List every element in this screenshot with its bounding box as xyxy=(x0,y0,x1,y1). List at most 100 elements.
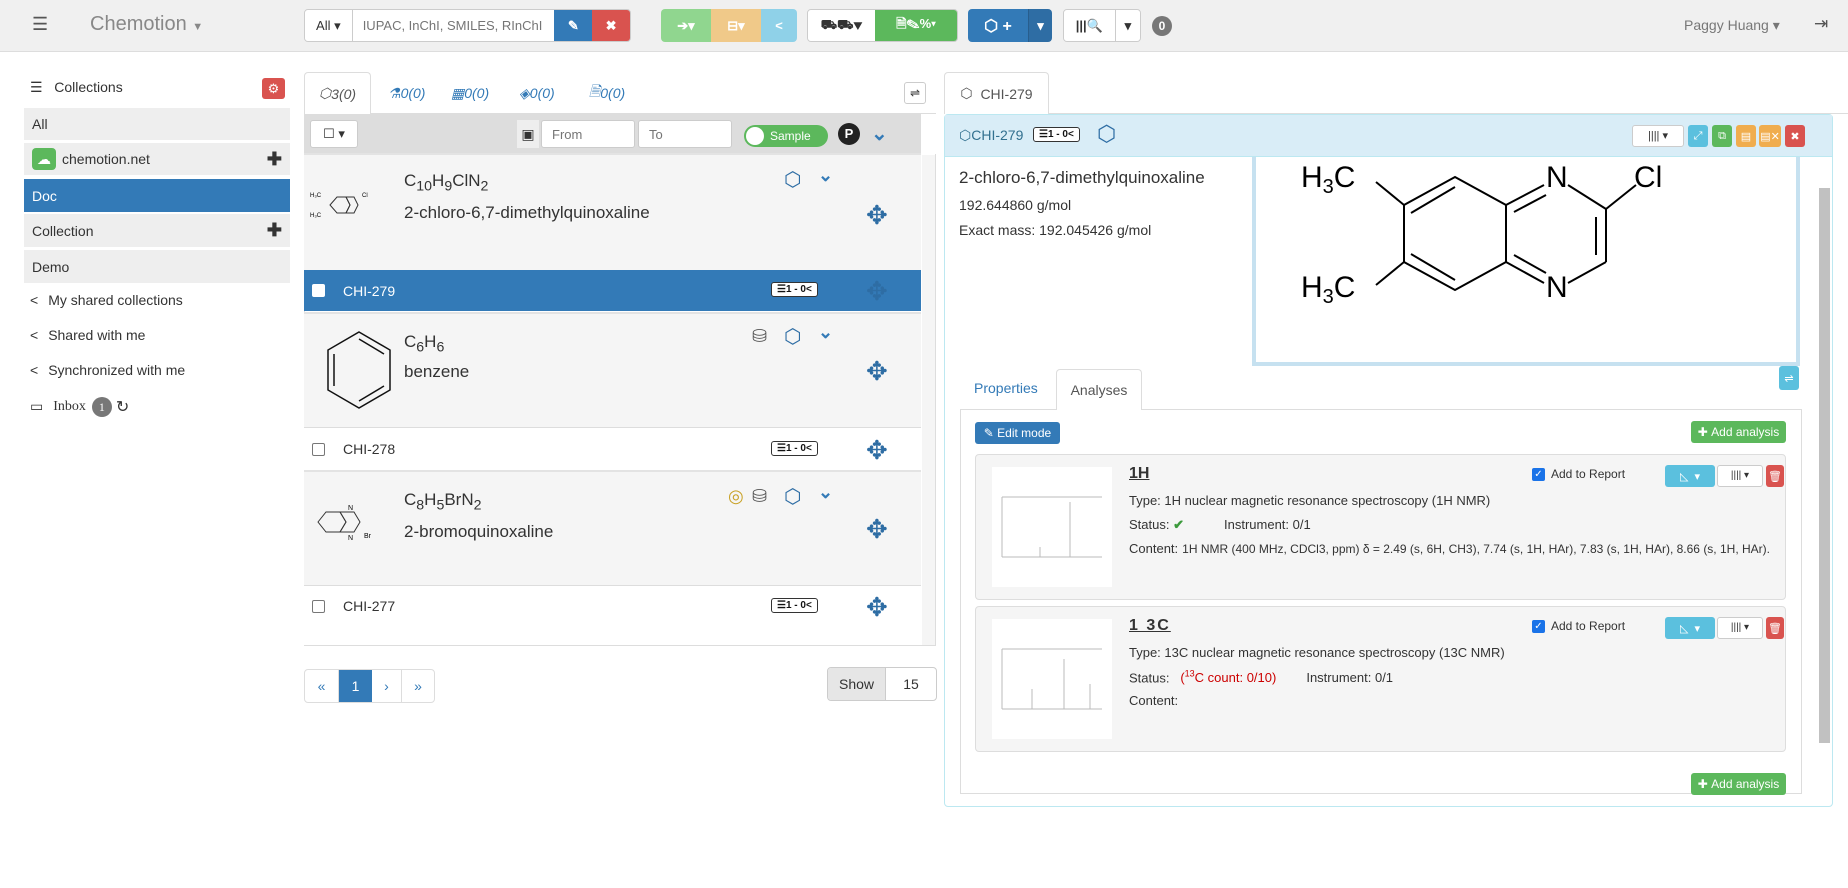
tab-screens[interactable]: ◈ 0(0) xyxy=(519,84,555,102)
create-dropdown[interactable]: ▾ xyxy=(1028,9,1052,42)
row-checkbox[interactable] xyxy=(312,600,325,613)
add-analysis-button[interactable]: ✚ Add analysis xyxy=(1691,421,1786,443)
spectra-viewer-button[interactable]: ◺ ▾ xyxy=(1665,465,1715,487)
sample-row[interactable]: CHI-277 ☰1 - 0< ✥ xyxy=(304,585,921,645)
tab-properties[interactable]: Properties xyxy=(974,380,1038,396)
analysis-card: 1 3C Type: 13C nuclear magnetic resonanc… xyxy=(975,606,1786,752)
sample-toggle[interactable]: Sample xyxy=(744,125,828,147)
product-only-toggle[interactable]: P xyxy=(838,123,860,145)
move-button[interactable]: ➔▾ xyxy=(661,9,711,42)
sidebar-link-my-shared[interactable]: < My shared collections xyxy=(30,292,183,308)
expand-chevron-icon[interactable]: ⌄ xyxy=(818,322,834,342)
barcode-dropdown[interactable]: ▾ xyxy=(1114,10,1140,41)
barcode-button[interactable]: |||| ▾ xyxy=(1717,465,1763,487)
row-checkbox[interactable] xyxy=(312,284,325,297)
drag-handle-icon[interactable]: ✥ xyxy=(866,435,888,465)
barcode-search-button[interactable]: |||🔍 xyxy=(1064,10,1115,41)
barcode-print-button[interactable]: |||| ▾ xyxy=(1632,125,1684,147)
spectrum-thumbnail[interactable] xyxy=(992,619,1112,739)
analysis-title[interactable]: 1H xyxy=(1129,465,1150,482)
sidebar-item-chemotion-net[interactable]: ☁ chemotion.net ✚ xyxy=(24,143,290,175)
remove-button[interactable]: ⊟▾ xyxy=(711,9,761,42)
drag-handle-icon[interactable]: ✥ xyxy=(866,514,888,544)
analysis-badge[interactable]: ☰1 - 0< xyxy=(771,282,818,297)
analysis-title[interactable]: 1 3C xyxy=(1129,617,1171,634)
report-button[interactable]: 🗎✎%▾ xyxy=(875,10,957,41)
select-all-checkbox[interactable]: ☐ ▾ xyxy=(310,120,358,148)
save-button[interactable]: ▤ xyxy=(1736,125,1756,147)
close-button[interactable]: ✖ xyxy=(1785,125,1805,147)
add-analysis-button-bottom[interactable]: ✚ Add analysis xyxy=(1691,773,1786,795)
fullscreen-button[interactable]: ⤢ xyxy=(1688,125,1708,147)
tab-reactions[interactable]: ⚗ 0(0) xyxy=(388,84,426,102)
page-1-button[interactable]: 1 xyxy=(339,670,372,702)
sample-item[interactable]: N N Br C8H5BrN2 2-bromoquinoxaline ◎ ⛁ ⬡ ⌄… xyxy=(304,470,921,585)
add-icon[interactable]: ✚ xyxy=(266,148,282,169)
drag-handle-icon[interactable]: ✥ xyxy=(866,356,888,386)
delete-analysis-button[interactable]: 🗑 xyxy=(1766,465,1784,487)
drag-handle-icon[interactable]: ✥ xyxy=(866,592,888,622)
first-page-button[interactable]: « xyxy=(305,670,339,702)
collapse-all-icon[interactable]: ⌄ xyxy=(871,123,888,145)
from-date-input[interactable] xyxy=(541,120,635,148)
tab-detail-chi-279[interactable]: ⬡ CHI-279 xyxy=(944,72,1049,114)
menu-icon[interactable]: ☰ xyxy=(32,14,49,34)
spectra-viewer-button[interactable]: ◺ ▾ xyxy=(1665,617,1715,639)
tab-wellplates[interactable]: ▦ 0(0) xyxy=(451,84,490,102)
list-scrollbar[interactable] xyxy=(922,155,935,645)
sample-item[interactable]: H₃C H₃C Cl C10H9ClN2 2-chloro-6,7-dimethyl… xyxy=(304,153,921,270)
analysis-badge[interactable]: ☰1 - 0< xyxy=(771,441,818,456)
edit-mode-button[interactable]: ✎ Edit mode xyxy=(975,422,1060,444)
copy-button[interactable]: ⧉ xyxy=(1712,125,1732,147)
delete-analysis-button[interactable]: 🗑 xyxy=(1766,617,1784,639)
brand-dropdown[interactable]: Chemotion ▼ xyxy=(90,13,204,35)
expand-chevron-icon[interactable]: ⌄ xyxy=(818,165,834,185)
structure-editor-box[interactable]: N N Cl H3C H3C xyxy=(1252,157,1800,366)
import-export-button[interactable]: ⛟⛟▾ xyxy=(808,10,876,41)
add-to-report-checkbox[interactable]: ✓ Add to Report xyxy=(1532,467,1625,481)
tab-research-plans[interactable]: 🗎 0(0) xyxy=(589,83,626,101)
logout-icon[interactable]: ⇥ xyxy=(1814,14,1829,33)
share-button[interactable]: < xyxy=(761,9,797,42)
sample-row[interactable]: CHI-278 ☰1 - 0< ✥ xyxy=(304,427,921,470)
notification-badge[interactable]: 0 xyxy=(1152,16,1172,36)
sample-row-selected[interactable]: CHI-279 ☰1 - 0< ✥ xyxy=(304,270,921,311)
sidebar-link-shared-with-me[interactable]: < Shared with me xyxy=(30,327,146,343)
create-sample-button[interactable]: ⬡ + xyxy=(968,9,1028,42)
sidebar-link-synchronized[interactable]: < Synchronized with me xyxy=(30,362,186,378)
next-page-button[interactable]: › xyxy=(372,670,402,702)
last-page-button[interactable]: » xyxy=(414,678,422,694)
spectrum-thumbnail[interactable] xyxy=(992,467,1112,587)
analysis-badge[interactable]: ☰1 - 0< xyxy=(771,598,818,613)
search-input[interactable] xyxy=(352,10,555,41)
add-icon[interactable]: ✚ xyxy=(266,220,282,240)
structure-settings-button[interactable]: ⇌ xyxy=(1779,366,1799,390)
barcode-button[interactable]: |||| ▾ xyxy=(1717,617,1763,639)
structure-search-button[interactable]: ✎ xyxy=(554,10,593,41)
collection-settings-button[interactable]: ⚙ xyxy=(262,78,285,99)
tab-analyses[interactable]: Analyses xyxy=(1056,369,1142,410)
sample-item[interactable]: C6H6 benzene ⛁ ⬡ ⌄ ✥ xyxy=(304,312,921,427)
save-close-button[interactable]: ▤✕ xyxy=(1759,125,1781,147)
to-date-input[interactable] xyxy=(638,120,732,148)
list-settings-button[interactable]: ⇌ xyxy=(904,82,926,104)
page-size-input[interactable]: 15 xyxy=(903,676,919,692)
refresh-icon[interactable]: ↻ xyxy=(115,399,130,416)
row-checkbox[interactable] xyxy=(312,442,325,456)
sidebar-inbox[interactable]: ▭ Inbox 1 ↻ xyxy=(30,397,130,417)
analysis-type: Type: 1H nuclear magnetic resonance spec… xyxy=(1129,493,1491,508)
clear-search-button[interactable]: ✖ xyxy=(592,10,630,41)
user-menu[interactable]: Paggy Huang ▾ xyxy=(1684,17,1780,33)
analysis-badge[interactable]: ☰1 - 0< xyxy=(1033,127,1080,142)
add-to-report-checkbox[interactable]: ✓ Add to Report xyxy=(1532,619,1625,633)
expand-chevron-icon[interactable]: ⌄ xyxy=(818,482,834,502)
sidebar-item-doc[interactable]: Doc xyxy=(24,179,290,212)
drag-handle-icon[interactable]: ✥ xyxy=(866,276,888,306)
sidebar-item-collection[interactable]: Collection ✚ xyxy=(24,214,290,247)
drag-handle-icon[interactable]: ✥ xyxy=(866,200,888,230)
detail-scrollbar[interactable] xyxy=(1819,188,1830,743)
tab-samples[interactable]: ⬡ 3(0) xyxy=(304,72,371,114)
sidebar-item-demo[interactable]: Demo xyxy=(24,250,290,283)
sidebar-item-all[interactable]: All xyxy=(24,108,290,140)
search-scope-select[interactable]: All ▾ xyxy=(305,10,353,41)
